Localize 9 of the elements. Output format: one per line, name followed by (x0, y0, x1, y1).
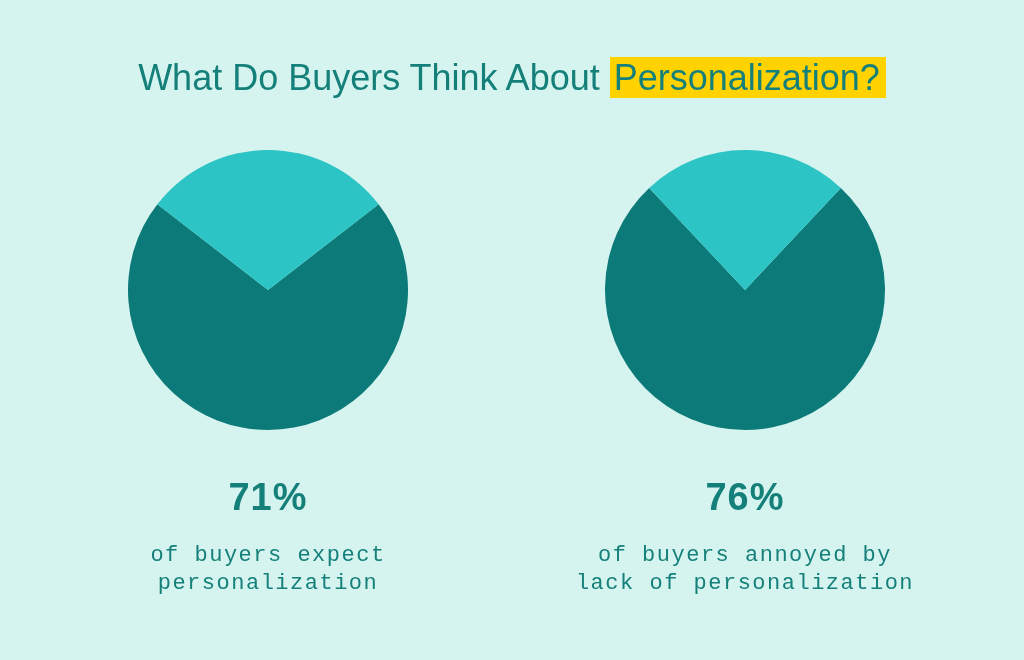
pie-slice (649, 150, 841, 290)
data-label: 76% (704, 475, 786, 519)
pie-slice (157, 150, 379, 290)
pie-slice (605, 187, 885, 430)
text: of buyers expect personalization (149, 542, 387, 598)
text: What Do Buyers Think About Personalization? (138, 57, 881, 98)
data-label: 71% (227, 475, 309, 519)
text: of buyers annoyed by lack of personalization (574, 542, 916, 598)
pie-slice (128, 204, 408, 430)
